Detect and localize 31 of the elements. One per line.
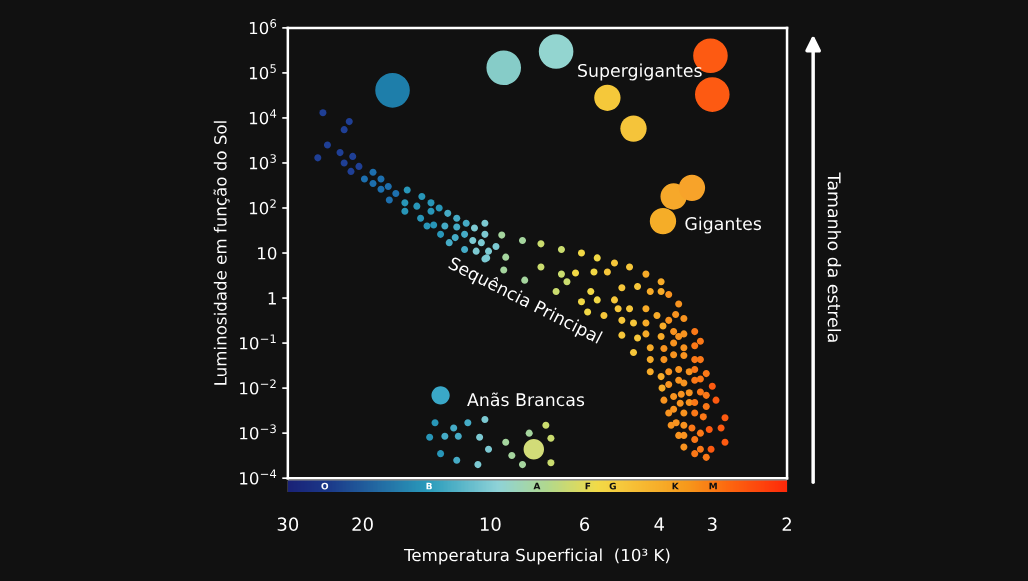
y-tick-label: 10$^{−1}$ bbox=[240, 334, 276, 350]
y-tick-label: 10 bbox=[258, 246, 277, 260]
text: Tamanho da estrela bbox=[827, 172, 842, 342]
x-tick-label: 20 bbox=[352, 517, 373, 532]
text: G bbox=[609, 482, 616, 490]
x-axis-title: Temperatura Superficial (10³ K) bbox=[403, 548, 670, 565]
y-axis-title: Luminosidade em função do Sol bbox=[213, 121, 230, 385]
annotation: Gigantes bbox=[685, 216, 762, 234]
y-tick-label: 10$^{−2}$ bbox=[240, 379, 276, 395]
x-tick-label: 4 bbox=[654, 517, 664, 531]
y-tick-label: 10$^{−4}$ bbox=[240, 469, 277, 485]
text: A bbox=[533, 482, 541, 490]
y-tick-label: 10$^{−3}$ bbox=[240, 424, 276, 440]
x-tick-label: 3 bbox=[707, 517, 717, 532]
y-tick-label: 10$^{3}$ bbox=[249, 154, 276, 170]
text: B bbox=[426, 482, 432, 490]
text: M bbox=[709, 482, 717, 490]
text: K bbox=[672, 482, 679, 490]
text: F bbox=[585, 482, 591, 490]
y-tick-label: 10$^{6}$ bbox=[249, 19, 277, 35]
annotation: Supergigantes bbox=[578, 63, 702, 81]
annotation: Anãs Brancas bbox=[467, 392, 585, 407]
text: O bbox=[321, 482, 329, 490]
x-tick-label: 2 bbox=[782, 517, 791, 531]
y-tick-label: 10$^{5}$ bbox=[249, 64, 276, 80]
x-tick-label: 30 bbox=[277, 517, 299, 532]
y-tick-label: 10$^{2}$ bbox=[249, 199, 276, 215]
y-tick-label: 1 bbox=[268, 292, 276, 305]
x-tick-label: 6 bbox=[580, 517, 590, 532]
x-tick-label: 10 bbox=[480, 517, 501, 532]
y-tick-label: 10$^{4}$ bbox=[249, 109, 277, 125]
